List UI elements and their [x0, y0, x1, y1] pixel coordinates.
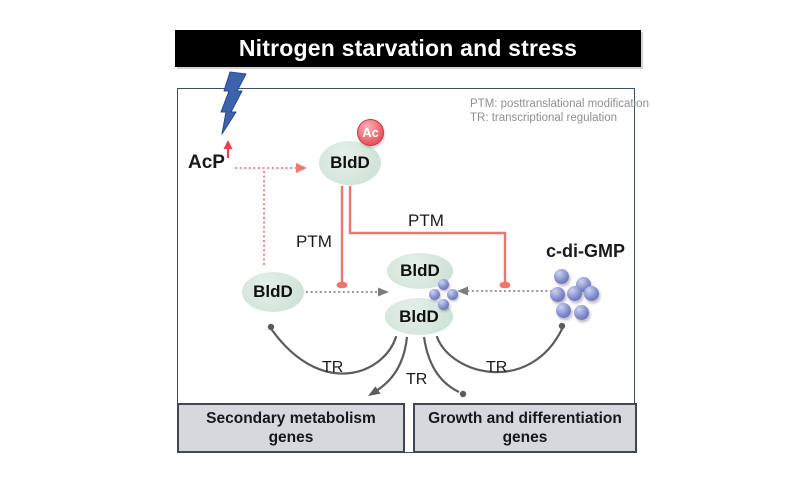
bldd-acetylated-node: BldD — [319, 141, 381, 185]
cdigmp-sphere-icon — [554, 269, 569, 284]
cdigmp-sphere-icon — [556, 303, 571, 318]
ac-badge: Ac — [357, 119, 384, 146]
gene-box-label: Secondary metabolism — [206, 410, 376, 427]
gene-box-label: Growth and differentiation — [428, 410, 622, 427]
bldd-label: BldD — [330, 153, 370, 172]
cdigmp-sphere-icon — [438, 279, 449, 290]
legend-tr-definition: TR: transcriptional regulation — [470, 112, 618, 124]
cdigmp-sphere-icon — [438, 299, 449, 310]
cdigmp-sphere-icon — [574, 305, 589, 320]
legend-ptm-definition: PTM: posttranslational modification — [470, 98, 649, 110]
gene-box-secondary-metabolism: Secondary metabolism genes — [177, 403, 405, 453]
c-di-gmp-label: c-di-GMP — [546, 241, 625, 261]
title-bar: Nitrogen starvation and stress — [175, 30, 641, 67]
tr-label-right: TR — [486, 359, 508, 376]
tr-label-left: TR — [322, 359, 344, 376]
cdigmp-sphere-icon — [447, 289, 458, 300]
cdigmp-sphere-icon — [584, 286, 599, 301]
acp-label: AcP — [188, 152, 225, 173]
bldd-monomer-node: BldD — [242, 272, 304, 312]
gene-box-label: genes — [502, 429, 548, 446]
bldd-label: BldD — [253, 282, 293, 301]
cdigmp-sphere-icon — [550, 287, 565, 302]
ac-badge-label: Ac — [362, 125, 379, 140]
bldd-label: BldD — [400, 261, 440, 280]
bldd-label: BldD — [399, 306, 439, 326]
ptm-label-top: PTM — [408, 211, 444, 230]
gene-box-growth-differentiation: Growth and differentiation genes — [413, 403, 637, 453]
cdigmp-sphere-icon — [429, 289, 440, 300]
bldd-dimer-bottom-node: BldD — [385, 298, 453, 335]
ptm-label-left: PTM — [296, 232, 332, 251]
tr-label-middle: TR — [406, 371, 428, 388]
cdigmp-sphere-icon — [567, 286, 582, 301]
gene-box-label: genes — [268, 429, 314, 446]
figure-title: Nitrogen starvation and stress — [238, 35, 578, 61]
